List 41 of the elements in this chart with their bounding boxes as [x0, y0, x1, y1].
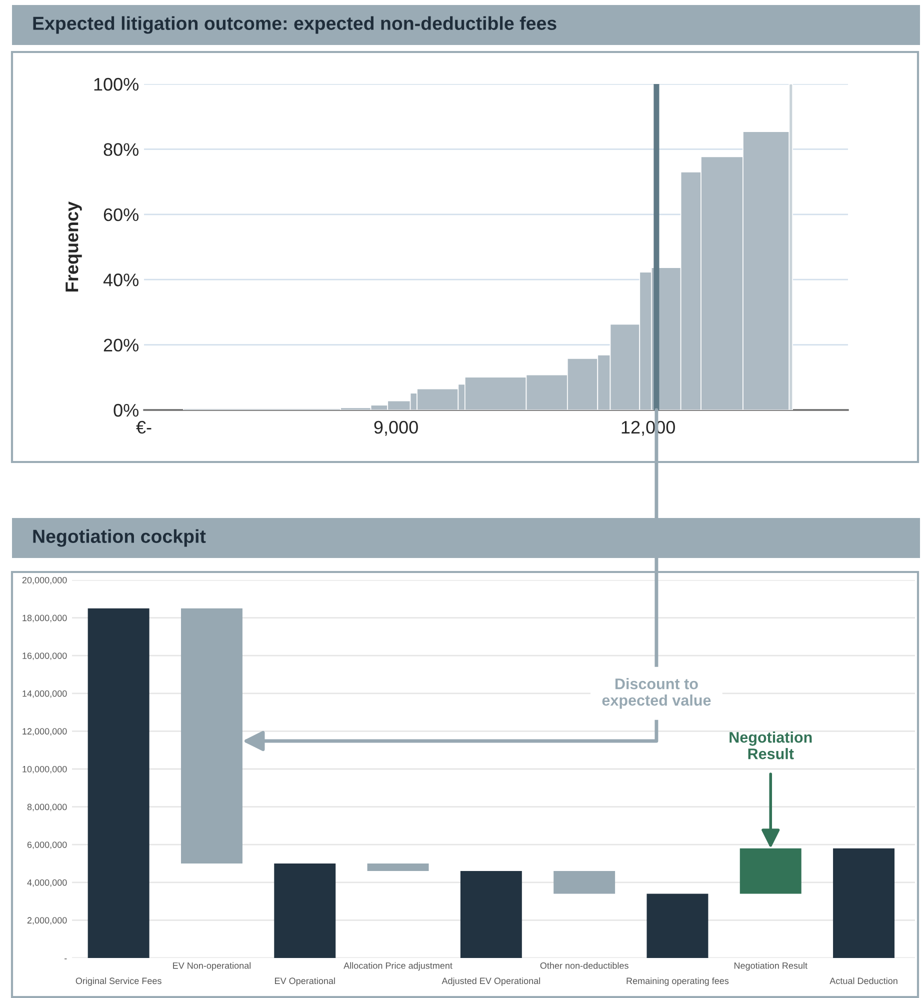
- y-tick-label: 18,000,000: [22, 614, 67, 622]
- x-tick-label: 9,000: [374, 420, 418, 436]
- y-tick-label: 10,000,000: [22, 766, 67, 774]
- y-tick-label: 14,000,000: [22, 690, 67, 698]
- chart-title: Expected litigation outcome: expected non-deductible fees: [33, 16, 556, 34]
- bar: [180, 608, 242, 864]
- x-tick-label: Negotiation Result: [734, 962, 808, 971]
- bar: [274, 864, 336, 958]
- y-tick-label: 60%: [104, 208, 138, 222]
- y-tick-label: 16,000,000: [22, 652, 67, 660]
- x-tick-label: Adjusted EV Operational: [442, 977, 540, 986]
- x-tick-label: Remaining operating fees: [626, 977, 729, 986]
- y-tick-label: 40%: [103, 274, 138, 286]
- y-tick-label: 4,000,000: [27, 879, 67, 887]
- x-tick-label: EV Operational: [275, 977, 335, 986]
- bar: [460, 871, 522, 958]
- x-tick-label: EV Non-operational: [173, 962, 251, 971]
- y-tick-label: 0%: [114, 404, 138, 417]
- bar: [88, 608, 150, 958]
- y-tick-label: 20%: [104, 338, 138, 352]
- bar: [367, 864, 429, 872]
- annotation: Negotiation Result: [730, 732, 812, 760]
- y-tick-label: 8,000,000: [27, 804, 67, 812]
- x-tick-label: Actual Deduction: [830, 977, 898, 984]
- bar: [833, 848, 895, 958]
- bar: [646, 894, 708, 958]
- bar: [554, 871, 616, 894]
- chart-title: Negotiation cockpit: [33, 529, 206, 547]
- y-tick-label: 6,000,000: [27, 842, 67, 850]
- x-tick-label: Allocation Price adjustment: [344, 962, 452, 971]
- y-tick-label: -: [64, 958, 67, 960]
- y-tick-label: 100%: [94, 78, 138, 91]
- annotation: Discount to expected value: [602, 678, 711, 709]
- y-tick-label: 2,000,000: [27, 917, 67, 925]
- y-tick-label: 80%: [104, 143, 138, 156]
- x-tick-label: Other non-deductibles: [540, 962, 628, 969]
- x-tick-label: €-: [136, 420, 152, 434]
- y-axis-title: Frequency: [66, 201, 82, 292]
- x-tick-label: Original Service Fees: [76, 977, 162, 986]
- y-tick-label: 12,000,000: [22, 728, 67, 736]
- y-tick-label: 20,000,000: [22, 576, 67, 584]
